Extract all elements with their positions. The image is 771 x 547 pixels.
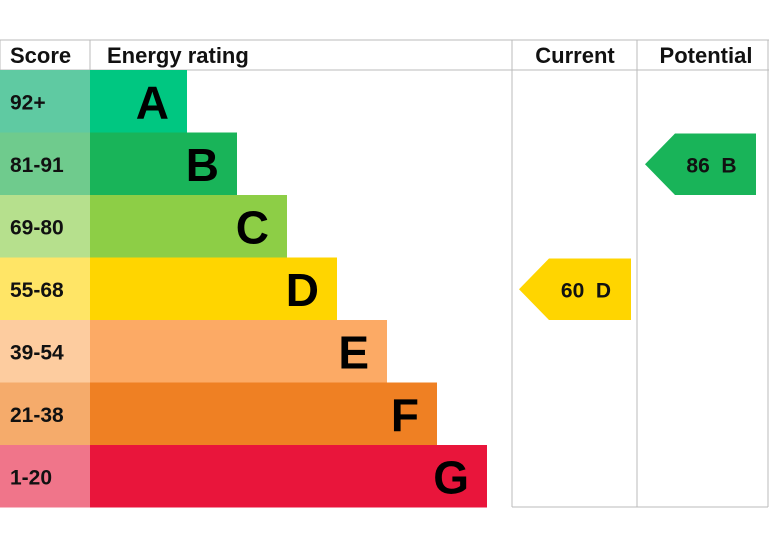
score-cell-d [0,257,90,320]
score-label: 39-54 [10,341,64,364]
band-bar-d [90,257,337,320]
band-bar-f [90,382,437,445]
score-cell-g [0,445,90,508]
score-label: 69-80 [10,216,64,239]
score-label: 55-68 [10,279,64,302]
header-current: Current [535,43,615,68]
band-bar-a [90,70,187,133]
score-label: 21-38 [10,404,64,427]
band-letter: D [286,264,319,316]
band-letter: C [236,201,269,253]
band-letter: G [433,451,469,503]
band-bar-g [90,445,487,508]
header-score: Score [10,43,71,68]
current-rating-label: 60 D [561,279,611,302]
score-cell-a [0,70,90,133]
potential-rating-arrow [645,133,756,195]
band-letter: A [136,76,169,128]
header-energy-rating: Energy rating [107,43,249,68]
band-letter: E [338,326,369,378]
current-rating-arrow [519,258,631,320]
header-potential: Potential [660,43,753,68]
band-bar-e [90,320,387,383]
score-cell-b [0,132,90,195]
band-bar-b [90,132,237,195]
score-cell-c [0,195,90,258]
score-label: 92+ [10,91,46,114]
score-cell-f [0,382,90,445]
score-label: 1-20 [10,466,52,489]
band-letter: F [391,389,419,441]
band-bar-c [90,195,287,258]
band-letter: B [186,139,219,191]
score-cell-e [0,320,90,383]
potential-rating-label: 86 B [686,154,736,177]
score-label: 81-91 [10,154,64,177]
